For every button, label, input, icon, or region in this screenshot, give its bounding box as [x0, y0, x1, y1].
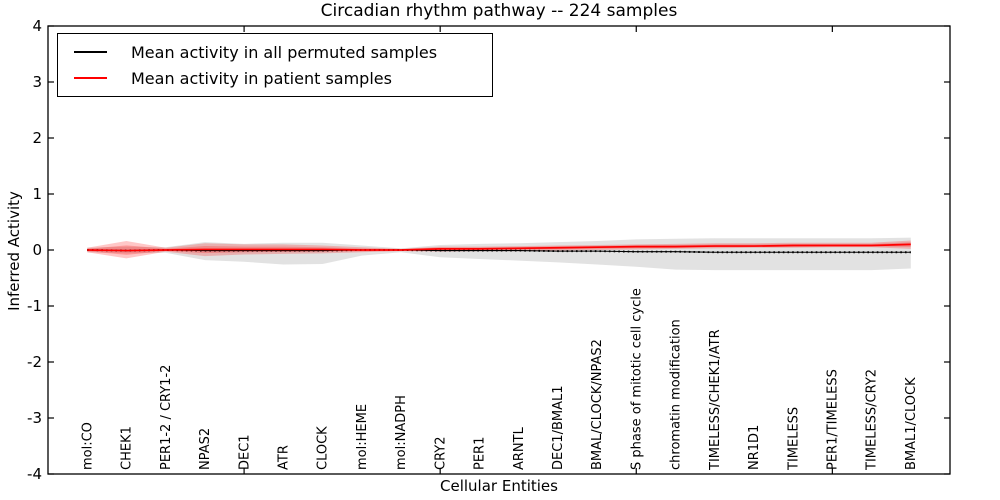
y-tick-label: 1 — [32, 185, 42, 203]
legend-entry-patient: Mean activity in patient samples — [74, 69, 476, 88]
y-tick-label: -2 — [27, 353, 42, 371]
category-label: mol:NADPH — [394, 395, 409, 470]
category-label: CRY2 — [433, 437, 448, 471]
y-tick-label: 0 — [32, 241, 42, 259]
category-label: DEC1/BMAL1 — [551, 386, 566, 471]
chart-title: Circadian rhythm pathway -- 224 samples — [320, 1, 678, 21]
permuted-mean-dots — [87, 249, 911, 254]
legend-entry-permuted: Mean activity in all permuted samples — [74, 43, 476, 62]
legend: Mean activity in all permuted samples Me… — [57, 33, 493, 97]
legend-label-permuted: Mean activity in all permuted samples — [131, 42, 438, 62]
y-tick-label: -4 — [27, 465, 42, 483]
category-label: BMAL1/CLOCK — [904, 377, 919, 470]
category-label: PER1/TIMELESS — [826, 369, 841, 470]
category-label: DEC1 — [237, 434, 252, 470]
patient-line-swatch — [74, 77, 107, 79]
category-label: NR1D1 — [747, 425, 762, 470]
category-label: BMAL/CLOCK/NPAS2 — [590, 339, 605, 470]
category-label: TIMELESS/CRY2 — [865, 369, 880, 471]
y-tick-label: 4 — [32, 17, 42, 35]
permuted-line-swatch — [74, 51, 107, 53]
category-label: ARNTL — [512, 426, 527, 470]
category-label: mol:CO — [80, 422, 95, 470]
category-label: CLOCK — [316, 426, 331, 470]
patient-mean-line — [87, 243, 911, 252]
category-label: CHEK1 — [120, 426, 135, 470]
category-label: ATR — [276, 445, 291, 470]
category-label: mol:HEME — [355, 404, 370, 470]
category-label: S phase of mitotic cell cycle — [629, 288, 644, 470]
y-tick-label: -3 — [27, 409, 42, 427]
category-label: PER1-2 / CRY1-2 — [159, 365, 174, 470]
y-tick-label: 2 — [32, 129, 42, 147]
y-tick-label: 3 — [32, 73, 42, 91]
x-axis-label: Cellular Entities — [440, 477, 558, 495]
category-label: chromatin modification — [669, 319, 684, 470]
category-label: TIMELESS/CHEK1/ATR — [708, 329, 723, 471]
y-axis-label: Inferred Activity — [5, 191, 23, 311]
legend-label-patient: Mean activity in patient samples — [131, 68, 392, 88]
y-tick-label: -1 — [27, 297, 42, 315]
category-label: NPAS2 — [198, 428, 213, 470]
category-label: PER1 — [473, 437, 488, 470]
category-label: TIMELESS — [786, 407, 801, 471]
